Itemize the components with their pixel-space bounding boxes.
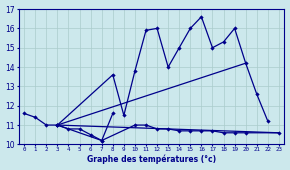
X-axis label: Graphe des températures (°c): Graphe des températures (°c)	[87, 155, 216, 164]
